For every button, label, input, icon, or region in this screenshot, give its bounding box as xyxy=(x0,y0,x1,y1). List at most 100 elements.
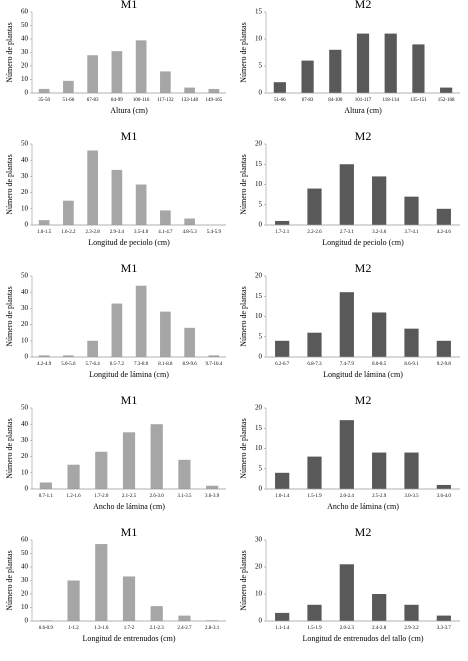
chart-title: M1 xyxy=(121,129,138,143)
bar xyxy=(160,71,171,93)
x-tick-label: 1.3-1.6 xyxy=(94,626,109,631)
bar xyxy=(404,452,419,489)
bar xyxy=(404,196,419,225)
chart-title: M1 xyxy=(121,261,138,275)
bar xyxy=(356,33,370,93)
x-axis-label: Longitud de entrenudos (cm) xyxy=(82,634,175,643)
x-tick-label: 8.9-9.6 xyxy=(183,362,198,367)
bar xyxy=(301,60,314,93)
x-axis-label: Ancho de lámina (cm) xyxy=(93,502,165,511)
bar xyxy=(67,464,80,489)
x-tick-label: 67-83 xyxy=(302,98,314,103)
y-tick-label: 10 xyxy=(21,603,29,611)
x-tick-label: 1.1-1.4 xyxy=(275,626,290,631)
bar xyxy=(372,312,387,357)
y-tick-label: 40 xyxy=(21,156,29,164)
bar xyxy=(160,210,171,225)
bar xyxy=(63,200,74,225)
y-tick-label: 10 xyxy=(21,468,29,476)
chart: M2 0 5 10 15 20 Número de plantas Longitud de l… xyxy=(239,261,460,379)
y-axis-label: Número de plantas xyxy=(5,22,14,82)
x-tick-label: 135-151 xyxy=(410,98,427,103)
y-axis-label: Número de plantas xyxy=(239,154,248,214)
bar xyxy=(275,340,290,357)
bar xyxy=(372,452,387,489)
x-tick-label: 51-66 xyxy=(63,98,75,103)
chart: M2 0 5 10 15 20 Número de plantas Ancho de lámi… xyxy=(239,393,460,511)
x-tick-label: 5.0-5.6 xyxy=(61,362,76,367)
x-tick-label: 4.2-4.6 xyxy=(437,230,452,235)
chart: M1 0 10 20 30 40 50 Número de plantas Longitud d… xyxy=(5,261,226,379)
bar xyxy=(122,576,136,621)
y-tick-label: 15 xyxy=(255,292,263,300)
chart: M1 0 10 20 30 40 50 Número de plantas Ancho de l… xyxy=(5,393,226,511)
y-tick-label: 60 xyxy=(21,8,29,16)
y-tick-label: 20 xyxy=(255,272,263,280)
bar xyxy=(307,188,322,225)
x-tick-label: 8.0-8.5 xyxy=(372,362,387,367)
x-axis-label: Longitud de entrenudos del tallo (cm) xyxy=(302,634,423,643)
bar xyxy=(404,604,419,621)
bar xyxy=(339,420,354,489)
chart: M2 0 5 10 15 20 Número de plantas Longitud de p… xyxy=(239,129,460,247)
bar xyxy=(67,580,80,621)
bar xyxy=(412,44,425,93)
bar xyxy=(436,208,451,225)
bar xyxy=(208,355,220,357)
x-axis-label: Ancho de lámina (cm) xyxy=(327,502,399,511)
y-tick-label: 30 xyxy=(21,172,29,180)
bar xyxy=(440,87,453,93)
bar xyxy=(178,459,191,489)
x-tick-label: 1.5-1.9 xyxy=(307,626,322,631)
y-tick-label: 15 xyxy=(255,160,263,168)
y-tick-label: 20 xyxy=(255,404,263,412)
y-tick-label: 10 xyxy=(21,204,29,212)
bar xyxy=(339,292,354,357)
y-tick-label: 0 xyxy=(259,485,263,493)
x-tick-label: 133-148 xyxy=(181,98,198,103)
x-tick-label: 67-83 xyxy=(87,98,99,103)
bar xyxy=(436,484,451,489)
x-axis-label: Longitud de peciolo (cm) xyxy=(88,238,170,247)
bar xyxy=(273,82,286,93)
y-axis-label: Número de plantas xyxy=(239,418,248,478)
x-tick-label: 2.6-3.0 xyxy=(150,494,165,499)
bar xyxy=(307,456,322,489)
chart: M2 0 5 10 15 Número de plantas Altura (cm) 51-6… xyxy=(239,0,460,115)
bar xyxy=(436,340,451,357)
y-tick-label: 20 xyxy=(255,140,263,148)
y-tick-label: 30 xyxy=(255,536,263,544)
x-tick-label: 9.7-10.4 xyxy=(206,362,223,367)
x-tick-label: 1.7-2 xyxy=(124,626,135,631)
x-tick-label: 0.7-1.1 xyxy=(39,494,54,499)
y-tick-label: 5 xyxy=(259,200,263,208)
x-axis-label: Longitud de peciolo (cm) xyxy=(322,238,404,247)
bar xyxy=(307,604,322,621)
y-tick-label: 20 xyxy=(255,563,263,571)
x-tick-label: 3.1-3.5 xyxy=(177,494,192,499)
y-tick-label: 50 xyxy=(21,140,29,148)
y-tick-label: 20 xyxy=(21,188,29,196)
y-tick-label: 10 xyxy=(255,180,263,188)
bar xyxy=(339,564,354,621)
x-tick-label: 2.1-2.5 xyxy=(122,494,137,499)
x-tick-label: 2.4-2.8 xyxy=(372,626,387,631)
y-tick-label: 0 xyxy=(25,617,29,625)
x-tick-label: 4.2-4.9 xyxy=(37,362,52,367)
x-tick-label: 3.2-3.6 xyxy=(372,230,387,235)
x-tick-label: 2.0-2.3 xyxy=(340,626,355,631)
chart-title: M2 xyxy=(355,393,372,407)
x-tick-label: 3.5-4.0 xyxy=(134,230,149,235)
bar xyxy=(372,176,387,225)
bar xyxy=(111,169,123,225)
bar xyxy=(184,327,195,357)
x-tick-label: 4.8-5.3 xyxy=(183,230,198,235)
y-tick-label: 10 xyxy=(21,336,29,344)
y-tick-label: 50 xyxy=(21,404,29,412)
x-tick-label: 1.0-1.4 xyxy=(275,494,290,499)
y-tick-label: 0 xyxy=(259,221,263,229)
x-tick-label: 1.2-1.6 xyxy=(66,494,81,499)
chart-title: M2 xyxy=(355,261,372,275)
x-tick-label: 2.8-3.1 xyxy=(205,626,220,631)
bar xyxy=(95,451,108,489)
